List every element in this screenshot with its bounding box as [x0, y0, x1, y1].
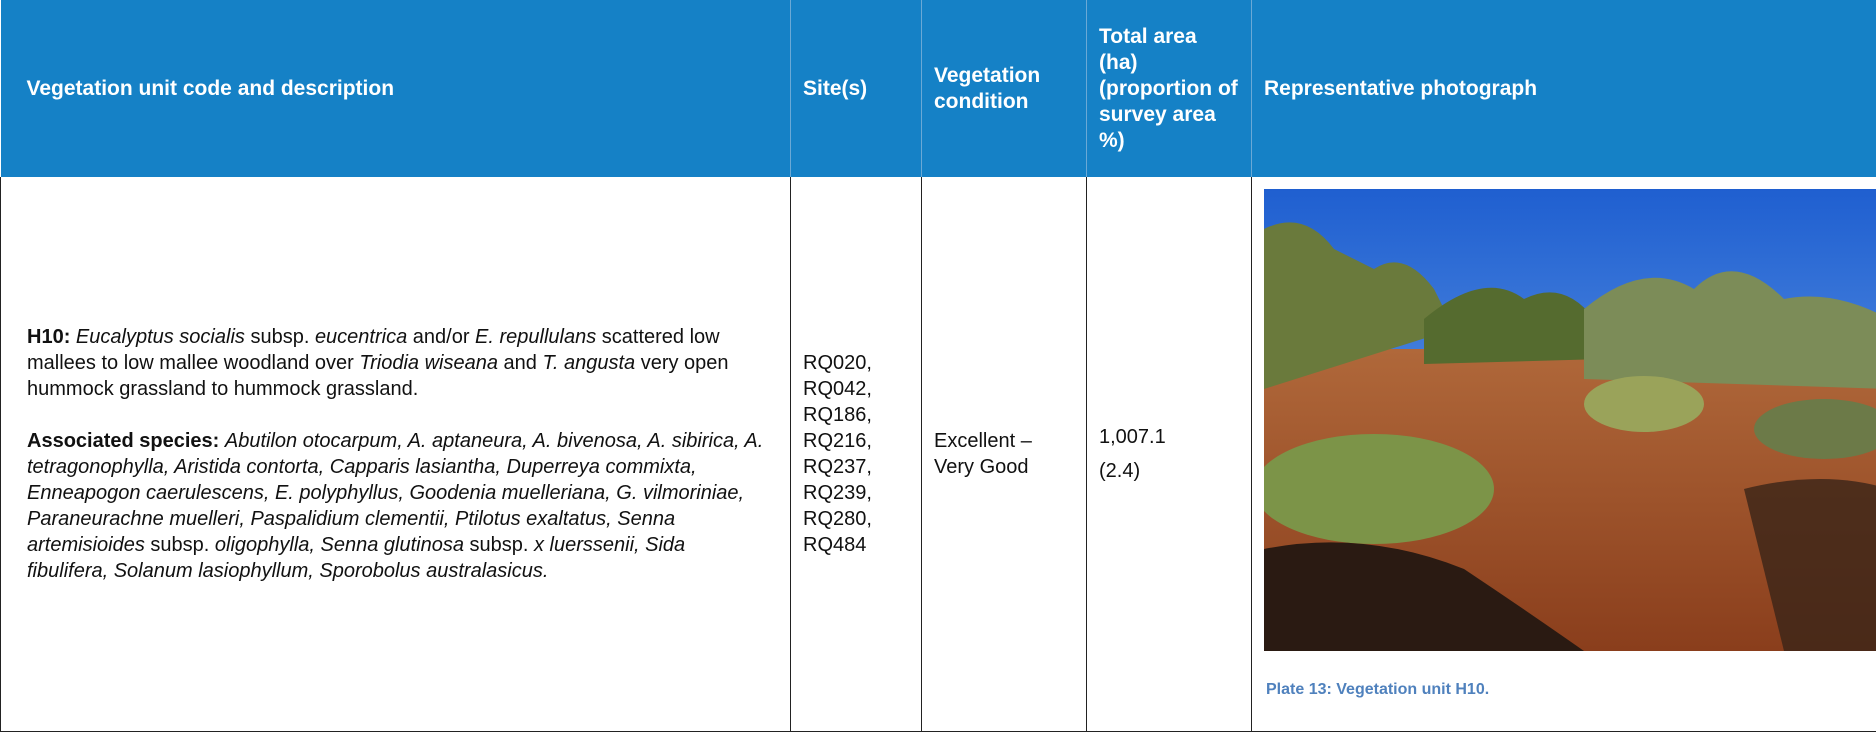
site-code: RQ216, — [803, 430, 872, 452]
condition-cell: Excellent – Very Good — [921, 177, 1087, 732]
area-cell: 1,007.1 (2.4) — [1086, 177, 1252, 732]
text-run: and — [498, 352, 543, 374]
text-run: subsp. — [144, 534, 215, 556]
header-cell: Site(s) — [790, 0, 922, 177]
description-cell: H10: Eucalyptus socialis subsp. eucentri… — [0, 177, 791, 732]
header-cell: Vegetation unit code and description — [0, 0, 791, 177]
photo-cell: Plate 13: Vegetation unit H10. — [1251, 177, 1876, 732]
text-run: subsp. — [463, 534, 534, 556]
text-run: subsp. — [244, 326, 315, 348]
text-run: and/or — [407, 326, 476, 348]
site-code: RQ020, — [803, 352, 872, 374]
header-cell: Representative photograph — [1251, 0, 1876, 177]
description-paragraph: H10: Eucalyptus socialis subsp. eucentri… — [27, 324, 770, 402]
photograph — [1264, 189, 1876, 651]
sites-cell: RQ020, RQ042, RQ186, RQ216, RQ237, RQ239, RQ28… — [790, 177, 922, 732]
text-run: very open hummock grassland to hummock g… — [27, 352, 729, 400]
proportion: (2.4) — [1099, 460, 1141, 482]
photo-caption: Plate 13: Vegetation unit H10. — [1266, 681, 1490, 698]
text-run: scattered low mallees to low mallee wood… — [27, 326, 720, 374]
body-row: H10: Eucalyptus socialis subsp. eucentri… — [0, 177, 1876, 732]
text-run: Eucalyptus socialis — [75, 326, 245, 348]
header-cell: Vegetation condition — [921, 0, 1087, 177]
header-cell: Total area (ha) (proportion of survey ar… — [1086, 0, 1252, 177]
description-paragraph: Associated species: Abutilon otocarpum, … — [27, 428, 770, 584]
site-code: RQ239, — [803, 482, 872, 504]
text-run: x luerssenii, Sida fibulifera, Solanum l… — [27, 534, 686, 582]
site-code: RQ237, — [803, 456, 872, 478]
text-run: H10: — [27, 326, 71, 348]
text-run: Triodia wiseana — [359, 352, 498, 374]
text-run: eucentrica — [314, 326, 408, 348]
text-run: T. angusta — [542, 352, 636, 374]
text-run: Abutilon otocarpum, A. aptaneura, A. biv… — [27, 430, 764, 556]
site-code: RQ280, — [803, 508, 872, 530]
site-code: RQ042, — [803, 378, 872, 400]
text-run: E. repullulans — [475, 326, 597, 348]
text-run: Associated species: — [27, 430, 220, 452]
site-code: RQ484 — [803, 534, 867, 556]
area: 1,007.1 — [1099, 426, 1166, 448]
header-row: Vegetation unit code and description Sit… — [0, 0, 1876, 177]
site-code: RQ186, — [803, 404, 872, 426]
text-run: oligophylla, Senna glutinosa — [214, 534, 464, 556]
